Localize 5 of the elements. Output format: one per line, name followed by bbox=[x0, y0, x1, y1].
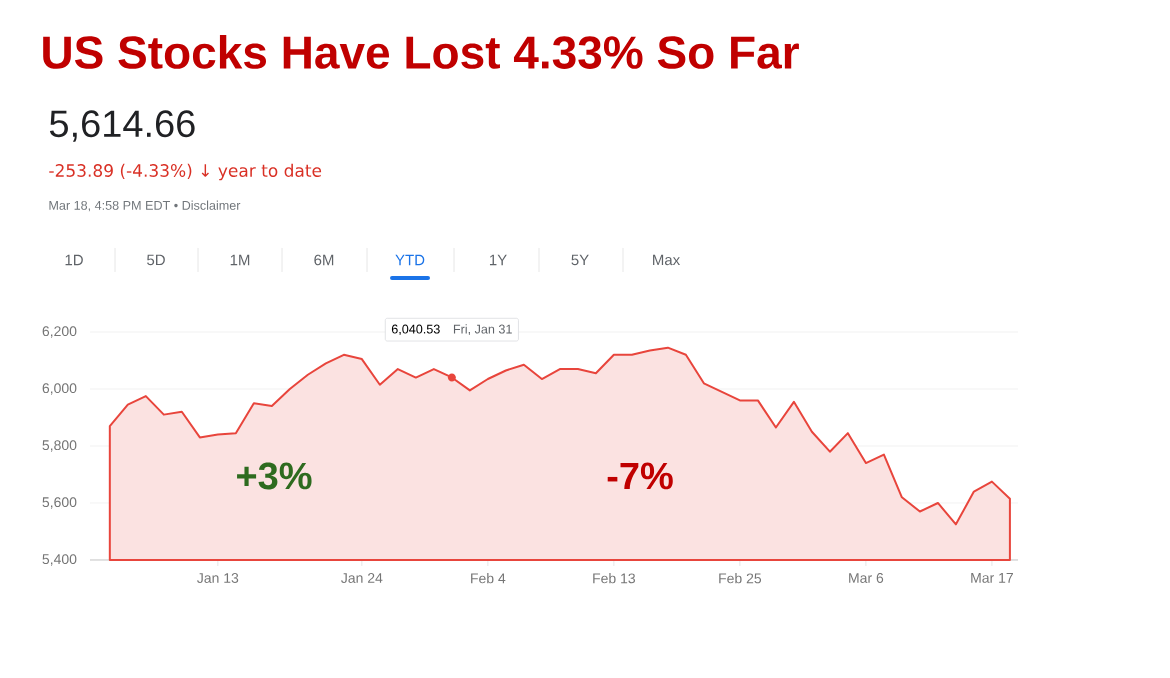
text: -253.89 (-4.33%) ↓ year to date bbox=[49, 163, 322, 181]
annotation: +3% bbox=[237, 462, 312, 490]
chart-title: US Stocks Have Lost 4.33% So Far bbox=[43, 35, 799, 69]
annotation: -7% bbox=[607, 462, 673, 490]
chart-subtitle: 5,614.66 bbox=[49, 110, 195, 142]
